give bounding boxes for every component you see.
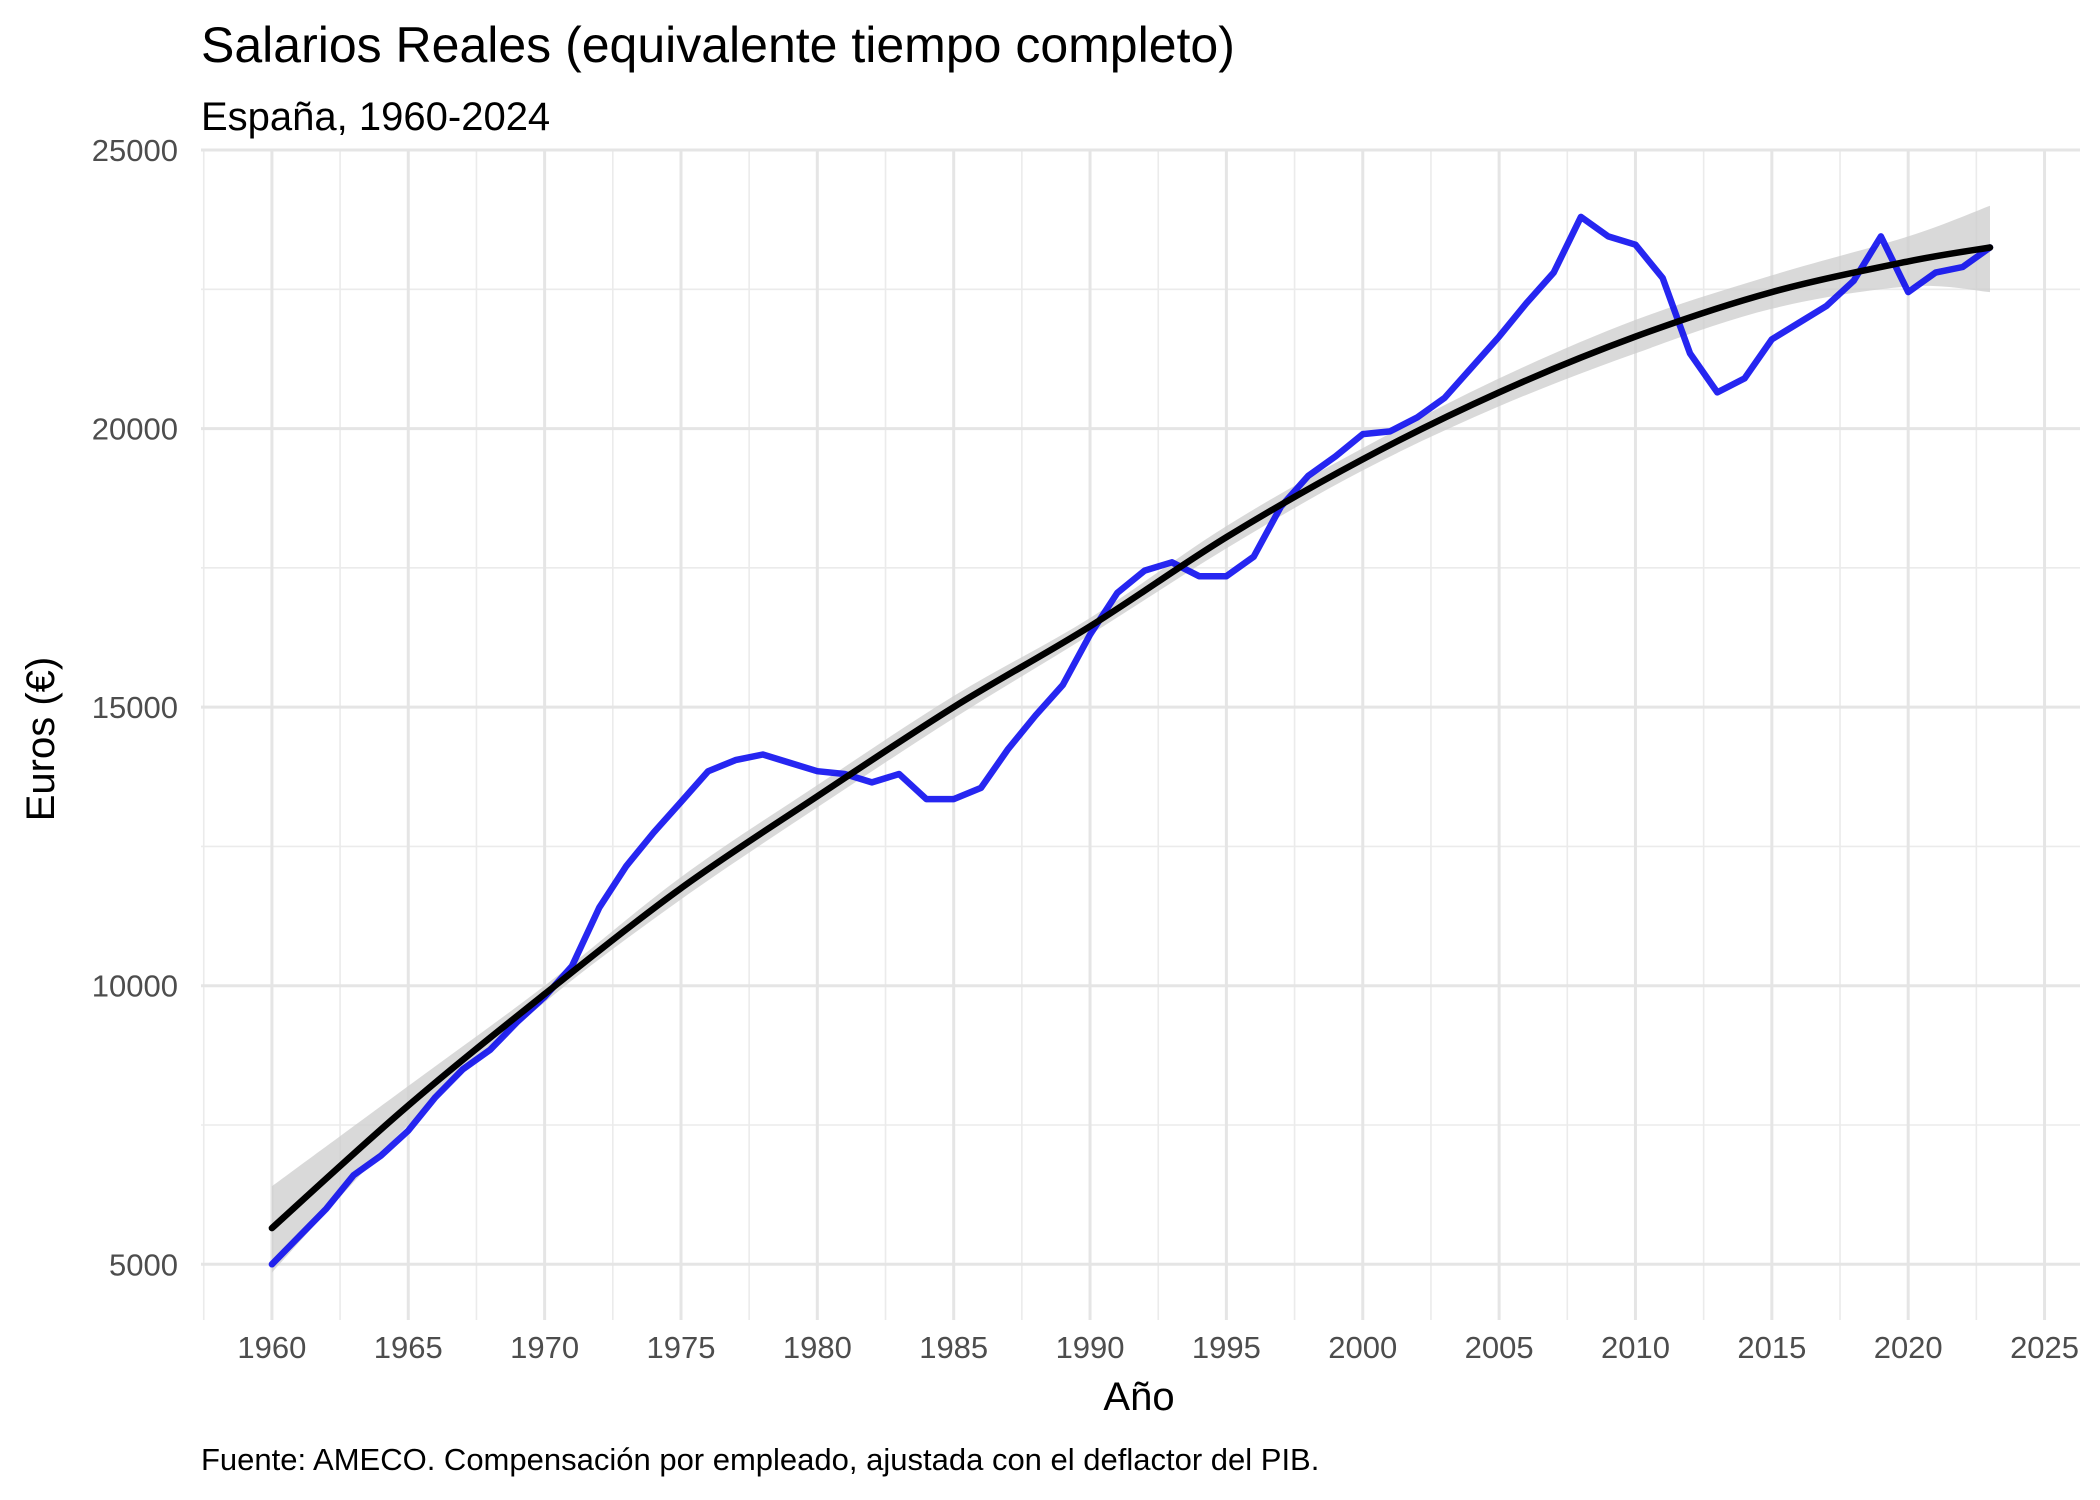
series-line-trend bbox=[268, 244, 1994, 1232]
x-tick-label: 2005 bbox=[1465, 1330, 1534, 1365]
x-tick-label: 2025 bbox=[2010, 1330, 2079, 1365]
y-tick-labels: 5000 10000 15000 20000 25000 bbox=[92, 133, 178, 1282]
series-layer bbox=[268, 213, 1994, 1268]
x-tick-labels: 1960 1965 1970 1975 1980 1985 1990 1995 2000 2005… bbox=[237, 1330, 2079, 1365]
x-tick-label: 2015 bbox=[1737, 1330, 1806, 1365]
y-tick-label: 25000 bbox=[92, 133, 178, 168]
y-axis-title: Euros (€) bbox=[19, 657, 63, 822]
chart-subtitle: España, 1960-2024 bbox=[201, 95, 550, 139]
x-tick-label: 1965 bbox=[374, 1330, 443, 1365]
grid-major bbox=[201, 148, 2080, 1320]
y-tick-label: 20000 bbox=[92, 412, 178, 447]
confidence-band-layer bbox=[271, 205, 1990, 1273]
x-tick-label: 2020 bbox=[1874, 1330, 1943, 1365]
x-tick-label: 1960 bbox=[237, 1330, 306, 1365]
x-tick-label: 1980 bbox=[783, 1330, 852, 1365]
x-tick-label: 1975 bbox=[646, 1330, 715, 1365]
x-tick-label: 1995 bbox=[1192, 1330, 1261, 1365]
x-tick-label: 1970 bbox=[510, 1330, 579, 1365]
x-tick-label: 1985 bbox=[919, 1330, 988, 1365]
y-tick-label: 5000 bbox=[109, 1247, 178, 1282]
confidence-band bbox=[271, 205, 1990, 1273]
x-tick-label: 2000 bbox=[1328, 1330, 1397, 1365]
grid-minor bbox=[201, 150, 2080, 1320]
y-tick-label: 10000 bbox=[92, 969, 178, 1004]
chart-caption: Fuente: AMECO. Compensación por empleado… bbox=[201, 1442, 1319, 1477]
x-axis-title: Año bbox=[1103, 1375, 1174, 1419]
y-tick-label: 15000 bbox=[92, 690, 178, 725]
series-line-salarios bbox=[268, 213, 1994, 1268]
chart-title: Salarios Reales (equivalente tiempo comp… bbox=[201, 17, 1235, 73]
x-tick-label: 1990 bbox=[1056, 1330, 1125, 1365]
x-tick-label: 2010 bbox=[1601, 1330, 1670, 1365]
